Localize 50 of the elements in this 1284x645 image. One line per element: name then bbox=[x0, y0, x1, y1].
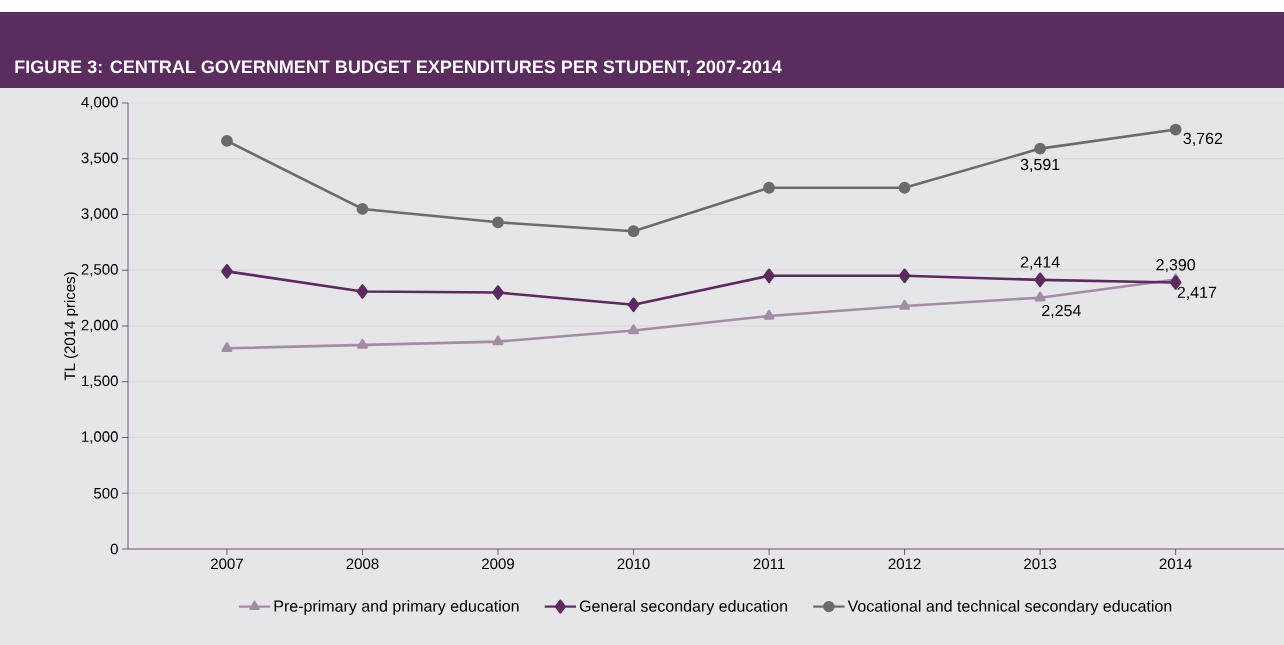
legend-label: Vocational and technical secondary education bbox=[847, 600, 1172, 615]
data-label: 2,414 bbox=[1020, 256, 1060, 270]
point bbox=[627, 225, 640, 238]
point bbox=[492, 285, 504, 300]
y-axis-title: TL (2014 prices) bbox=[64, 272, 79, 381]
point bbox=[356, 284, 369, 299]
point bbox=[221, 264, 233, 279]
x-tick-label: 2014 bbox=[1159, 558, 1192, 570]
legend-label: General secondary education bbox=[579, 600, 788, 615]
point bbox=[1034, 142, 1047, 155]
point bbox=[763, 268, 775, 284]
data-label: 2,254 bbox=[1042, 304, 1081, 319]
point bbox=[763, 309, 775, 320]
point bbox=[221, 135, 233, 147]
point bbox=[1169, 123, 1182, 136]
y-tick-label: 1,500 bbox=[82, 375, 118, 388]
point bbox=[1034, 291, 1046, 302]
data-label: 3,591 bbox=[1020, 158, 1060, 173]
x-tick-label: 2013 bbox=[1024, 558, 1057, 570]
x-tick-label: 2009 bbox=[482, 558, 514, 570]
point bbox=[357, 338, 368, 349]
x-tick-label: 2011 bbox=[753, 558, 785, 570]
y-tick-label: 2,500 bbox=[81, 264, 118, 277]
x-tick-label: 2012 bbox=[888, 558, 921, 570]
x-tick-label: 2007 bbox=[211, 558, 243, 570]
x-tick-label: 2010 bbox=[617, 558, 650, 570]
y-tick-label: 4,000 bbox=[81, 96, 118, 110]
data-label: 3,762 bbox=[1183, 132, 1223, 146]
point bbox=[492, 335, 504, 346]
point bbox=[1034, 272, 1046, 288]
point bbox=[763, 181, 775, 194]
point bbox=[898, 268, 911, 284]
y-tick-label: 1,000 bbox=[82, 431, 118, 444]
x-tick-label: 2008 bbox=[346, 558, 379, 570]
point bbox=[899, 299, 911, 310]
point bbox=[898, 181, 911, 194]
point bbox=[356, 203, 369, 215]
y-tick-label: 3,000 bbox=[81, 208, 118, 221]
data-label: 2,390 bbox=[1156, 259, 1196, 273]
y-tick-label: 500 bbox=[94, 487, 118, 499]
legend-label: Pre-primary and primary education bbox=[274, 600, 519, 615]
y-tick-label: 0 bbox=[110, 543, 118, 555]
point bbox=[492, 216, 504, 229]
point bbox=[628, 324, 639, 335]
y-tick-label: 3,500 bbox=[81, 152, 118, 165]
data-label: 2,417 bbox=[1177, 286, 1217, 300]
chart-title: FIGURE 3: CENTRAL GOVERNMENT BUDGET EXPENDITURES PER STUDENT, 2007-2014 bbox=[15, 60, 782, 76]
point bbox=[221, 342, 233, 352]
y-tick-label: 2,000 bbox=[81, 319, 118, 333]
point bbox=[627, 297, 640, 313]
